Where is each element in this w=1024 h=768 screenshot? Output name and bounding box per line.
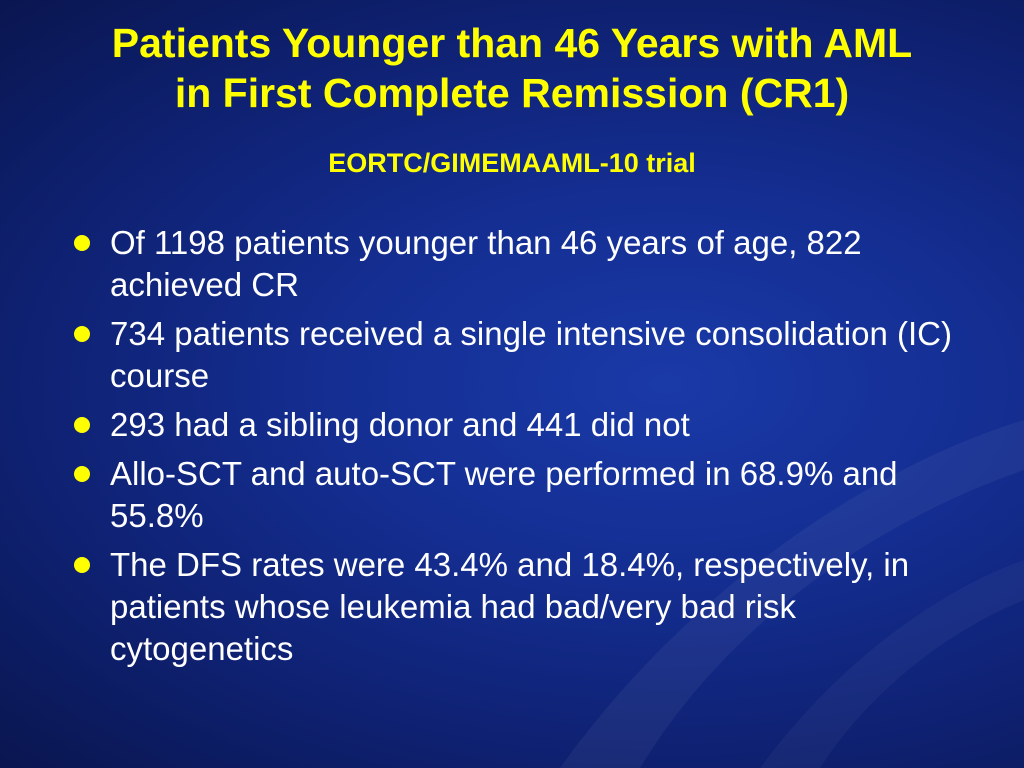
bullet-dot-icon [74, 235, 90, 251]
slide-title: Patients Younger than 46 Years with AML … [0, 18, 1024, 118]
bullet-item: Allo-SCT and auto-SCT were performed in … [70, 453, 970, 537]
bullet-item: 734 patients received a single intensive… [70, 313, 970, 397]
slide-subtitle: EORTC/GIMEMAAML-10 trial [328, 148, 696, 178]
title-line-2: in First Complete Remission (CR1) [174, 70, 850, 116]
bullet-list: Of 1198 patients younger than 46 years o… [70, 222, 970, 677]
bullet-dot-icon [74, 326, 90, 342]
bullet-item: 293 had a sibling donor and 441 did not [70, 404, 970, 446]
bullet-item: The DFS rates were 43.4% and 18.4%, resp… [70, 544, 970, 670]
title-line-1: Patients Younger than 46 Years with AML [111, 20, 913, 66]
bullet-dot-icon [74, 466, 90, 482]
bullet-dot-icon [74, 557, 90, 573]
bullet-item: Of 1198 patients younger than 46 years o… [70, 222, 970, 306]
bullet-text: 734 patients received a single intensive… [110, 315, 952, 394]
bullet-text: Of 1198 patients younger than 46 years o… [110, 224, 862, 303]
bullet-dot-icon [74, 417, 90, 433]
bullet-text: The DFS rates were 43.4% and 18.4%, resp… [110, 546, 910, 667]
bullet-text: 293 had a sibling donor and 441 did not [110, 406, 690, 443]
bullet-text: Allo-SCT and auto-SCT were performed in … [110, 455, 898, 534]
